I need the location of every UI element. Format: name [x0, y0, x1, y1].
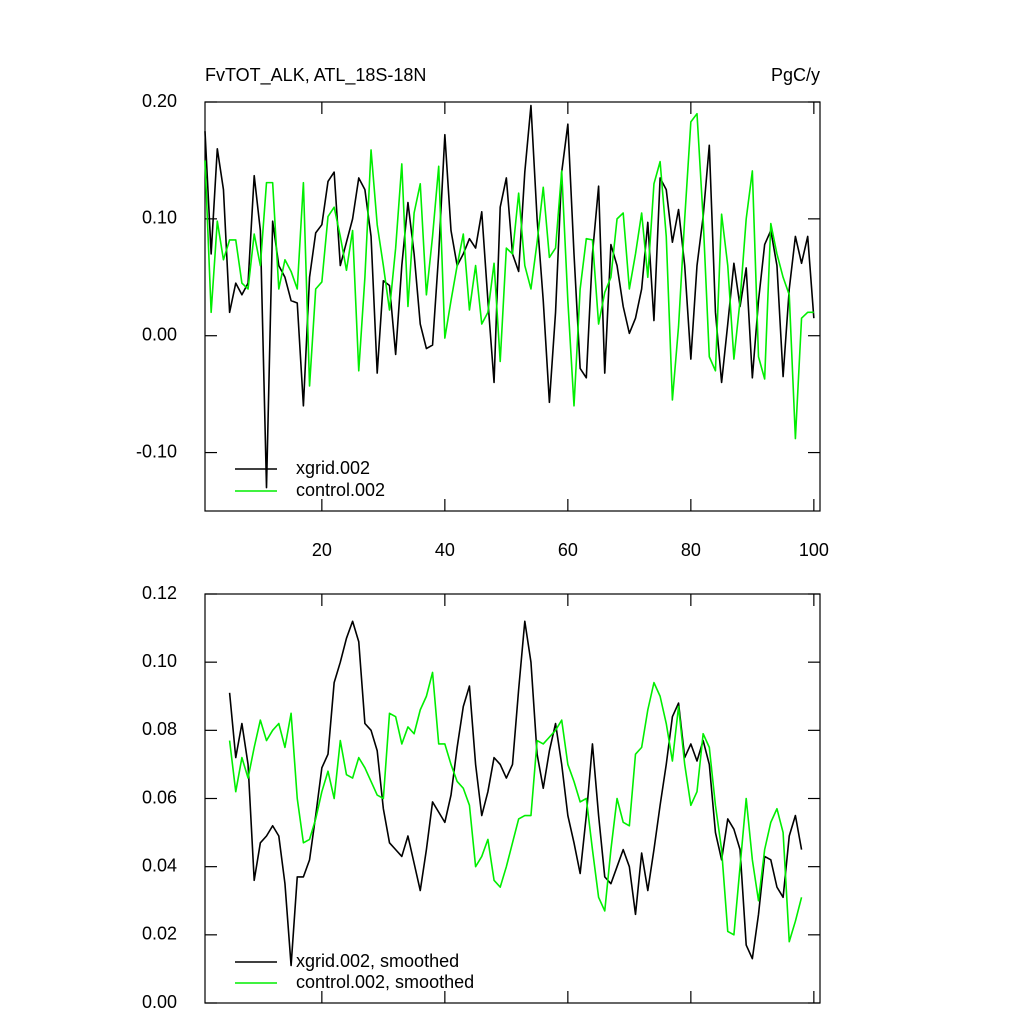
y-tick-label: 0.02: [142, 924, 177, 944]
legend-label: control.002: [296, 480, 385, 500]
y-tick-label: 0.12: [142, 583, 177, 603]
legend-label: control.002, smoothed: [296, 972, 474, 992]
y-tick-label: 0.06: [142, 787, 177, 807]
series-line: [228, 671, 803, 943]
plot-frame: [204, 101, 821, 512]
y-tick-label: 0.10: [142, 651, 177, 671]
y-tick-label: 0.00: [142, 324, 177, 344]
series-line: [204, 112, 814, 440]
chart-title: FvTOT_ALK, ATL_18S-18N: [205, 65, 426, 86]
y-tick-label: 0.20: [142, 91, 177, 111]
units-label: PgC/y: [771, 65, 820, 85]
x-tick-label: 100: [799, 540, 829, 560]
y-tick-label: 0.04: [142, 855, 177, 875]
y-tick-label: 0.10: [142, 208, 177, 228]
series-line: [228, 620, 803, 967]
y-tick-label: 0.00: [142, 992, 177, 1012]
series-line: [204, 104, 815, 489]
legend-label: xgrid.002, smoothed: [296, 951, 459, 971]
x-tick-label: 20: [312, 540, 332, 560]
x-tick-label: 40: [435, 540, 455, 560]
x-tick-label: 60: [558, 540, 578, 560]
y-tick-label: -0.10: [136, 441, 177, 461]
legend-label: xgrid.002: [296, 458, 370, 478]
x-tick-label: 80: [681, 540, 701, 560]
y-tick-label: 0.08: [142, 719, 177, 739]
